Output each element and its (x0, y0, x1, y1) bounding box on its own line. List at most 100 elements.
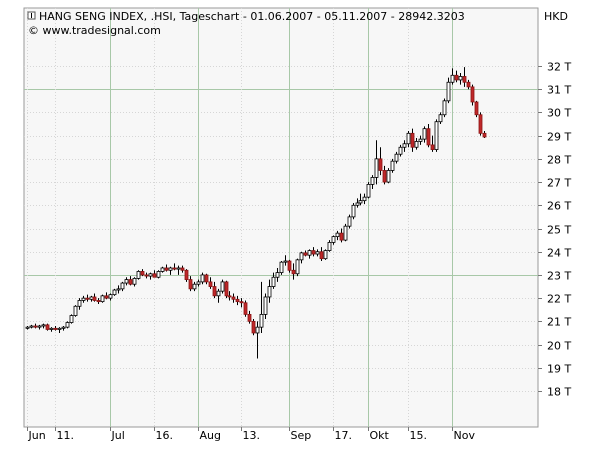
candle-body-down (188, 279, 193, 290)
candle-body-up (100, 295, 105, 303)
candle-body-up (331, 236, 336, 243)
candle (478, 112, 483, 136)
candle-body-up (343, 225, 348, 241)
candle-body-down (235, 298, 240, 303)
candle-body-up (315, 251, 320, 255)
candle (263, 293, 268, 320)
candle (255, 321, 260, 359)
candle (430, 135, 435, 152)
y-tick-label: 30 T (547, 107, 571, 120)
candle-body-down (319, 251, 324, 260)
candle-body-down (470, 86, 475, 103)
candle-body-up (335, 232, 340, 238)
y-tick-label: 18 T (547, 386, 571, 399)
candle-body-up (25, 326, 30, 329)
candle-body-up (41, 324, 46, 327)
candle (160, 266, 165, 273)
candle-body-up (398, 146, 403, 155)
candle (482, 131, 487, 138)
candle (33, 323, 38, 329)
candle-body-up (220, 281, 225, 292)
candle (65, 321, 70, 329)
x-tick-label: Nov (454, 429, 476, 442)
candle (470, 84, 475, 106)
candle-body-down (164, 267, 169, 271)
candle (386, 168, 391, 184)
candle (422, 126, 427, 143)
candle-body-up (299, 252, 304, 261)
candle-body-down (204, 274, 209, 283)
candle-body-up (29, 325, 34, 328)
candle (37, 324, 42, 330)
candle-body-down (482, 132, 487, 138)
candle-body-up (263, 296, 268, 315)
candle-body-up (81, 297, 86, 301)
candle (454, 70, 459, 83)
candle-body-up (267, 286, 272, 298)
candle-body-up (347, 216, 352, 227)
candle (362, 193, 367, 205)
candle-body-up (327, 242, 332, 251)
x-axis: Jun 11. Jul 16. Aug 13. Sep 17. Okt 15. Nov (27, 427, 476, 442)
candle-body-down (212, 286, 217, 297)
candle (156, 270, 161, 279)
candle (176, 265, 181, 275)
candle (347, 214, 352, 229)
y-tick-label: 22 T (547, 293, 571, 306)
candle-body-up (295, 259, 300, 275)
x-tick-label: 15. (410, 429, 428, 442)
candle-body-down (92, 296, 97, 301)
candle-body-down (466, 81, 471, 88)
candle (49, 327, 54, 332)
candle (382, 165, 387, 185)
candle-body-up (370, 177, 375, 185)
candle-body-up (362, 196, 367, 202)
candle-body-down (85, 297, 90, 300)
candle-body-up (283, 260, 288, 263)
candle-body-up (108, 294, 113, 299)
y-axis: 18 T 19 T 20 T 21 T 22 T 23 T 24 T 25 T 26 T 27 T… (538, 61, 571, 399)
candle (466, 79, 471, 90)
candle-body-up (323, 250, 328, 260)
candle-body-up (394, 153, 399, 162)
candle (267, 279, 272, 303)
candle-body-up (168, 267, 173, 271)
candle (112, 288, 117, 296)
candle (100, 294, 105, 303)
x-tick-label: Aug (200, 429, 221, 442)
candle (61, 326, 66, 331)
candle (200, 272, 205, 285)
candle-body-up (366, 183, 371, 198)
candle (132, 277, 137, 287)
candle-body-up (374, 158, 379, 178)
x-tick-label: 16. (156, 429, 174, 442)
candle-body-down (291, 269, 296, 275)
candle-body-up (176, 267, 181, 270)
x-tick-label: 11. (57, 429, 75, 442)
candle-body-up (414, 141, 419, 148)
currency-label: HKD (544, 10, 568, 23)
candle (85, 294, 90, 302)
candle (152, 270, 157, 278)
candle (331, 235, 336, 245)
candle (303, 250, 308, 257)
candle (184, 269, 189, 282)
candle (335, 230, 340, 241)
candle (247, 310, 252, 324)
candle (474, 100, 479, 118)
candle-body-down (430, 144, 435, 150)
candle-body-down (382, 170, 387, 183)
candles (25, 67, 487, 359)
candle (196, 279, 201, 287)
candle (144, 272, 149, 279)
candle (295, 258, 300, 277)
candle-body-down (303, 252, 308, 256)
candle-body-down (53, 327, 58, 330)
candle (108, 293, 113, 301)
candle (73, 305, 78, 317)
x-tick-label: 13. (243, 429, 261, 442)
candle (140, 269, 145, 277)
candle (275, 267, 280, 282)
y-tick-label: 26 T (547, 200, 571, 213)
